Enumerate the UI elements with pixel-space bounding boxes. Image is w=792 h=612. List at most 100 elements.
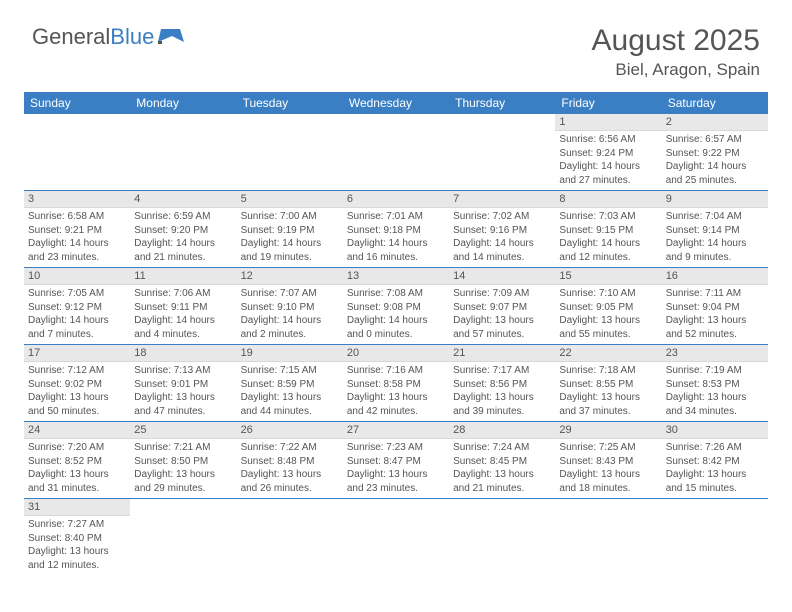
calendar-cell: 28Sunrise: 7:24 AMSunset: 8:45 PMDayligh… (449, 422, 555, 499)
day-details: Sunrise: 7:08 AMSunset: 9:08 PMDaylight:… (343, 285, 449, 344)
day-details: Sunrise: 7:00 AMSunset: 9:19 PMDaylight:… (237, 208, 343, 267)
day-details: Sunrise: 6:57 AMSunset: 9:22 PMDaylight:… (662, 131, 768, 190)
day-details: Sunrise: 6:56 AMSunset: 9:24 PMDaylight:… (555, 131, 661, 190)
calendar-cell: 23Sunrise: 7:19 AMSunset: 8:53 PMDayligh… (662, 345, 768, 422)
day-details: Sunrise: 7:18 AMSunset: 8:55 PMDaylight:… (555, 362, 661, 421)
day-details: Sunrise: 7:06 AMSunset: 9:11 PMDaylight:… (130, 285, 236, 344)
weekday-header: Wednesday (343, 92, 449, 114)
calendar-cell: 17Sunrise: 7:12 AMSunset: 9:02 PMDayligh… (24, 345, 130, 422)
calendar-cell: 11Sunrise: 7:06 AMSunset: 9:11 PMDayligh… (130, 268, 236, 345)
day-details: Sunrise: 7:27 AMSunset: 8:40 PMDaylight:… (24, 516, 130, 575)
day-number: 20 (343, 345, 449, 362)
day-number: 31 (24, 499, 130, 516)
day-details: Sunrise: 7:17 AMSunset: 8:56 PMDaylight:… (449, 362, 555, 421)
day-details: Sunrise: 7:19 AMSunset: 8:53 PMDaylight:… (662, 362, 768, 421)
flag-icon (158, 24, 184, 50)
day-number: 8 (555, 191, 661, 208)
day-number: 12 (237, 268, 343, 285)
location: Biel, Aragon, Spain (592, 60, 760, 80)
calendar-row: 10Sunrise: 7:05 AMSunset: 9:12 PMDayligh… (24, 268, 768, 345)
day-number: 2 (662, 114, 768, 131)
calendar-cell (343, 114, 449, 191)
weekday-header: Saturday (662, 92, 768, 114)
calendar-cell: 21Sunrise: 7:17 AMSunset: 8:56 PMDayligh… (449, 345, 555, 422)
day-number: 23 (662, 345, 768, 362)
weekday-header: Friday (555, 92, 661, 114)
day-number: 21 (449, 345, 555, 362)
weekday-header: Thursday (449, 92, 555, 114)
day-details: Sunrise: 7:03 AMSunset: 9:15 PMDaylight:… (555, 208, 661, 267)
calendar-cell (555, 499, 661, 576)
month-title: August 2025 (592, 24, 760, 58)
calendar-cell: 31Sunrise: 7:27 AMSunset: 8:40 PMDayligh… (24, 499, 130, 576)
day-number: 1 (555, 114, 661, 131)
calendar-cell: 22Sunrise: 7:18 AMSunset: 8:55 PMDayligh… (555, 345, 661, 422)
calendar-row: 1Sunrise: 6:56 AMSunset: 9:24 PMDaylight… (24, 114, 768, 191)
day-details: Sunrise: 7:15 AMSunset: 8:59 PMDaylight:… (237, 362, 343, 421)
calendar-cell: 3Sunrise: 6:58 AMSunset: 9:21 PMDaylight… (24, 191, 130, 268)
day-number: 3 (24, 191, 130, 208)
day-number: 22 (555, 345, 661, 362)
day-details: Sunrise: 7:07 AMSunset: 9:10 PMDaylight:… (237, 285, 343, 344)
calendar-cell: 15Sunrise: 7:10 AMSunset: 9:05 PMDayligh… (555, 268, 661, 345)
day-number: 25 (130, 422, 236, 439)
day-number: 17 (24, 345, 130, 362)
weekday-header-row: SundayMondayTuesdayWednesdayThursdayFrid… (24, 92, 768, 114)
day-details: Sunrise: 7:09 AMSunset: 9:07 PMDaylight:… (449, 285, 555, 344)
day-number: 13 (343, 268, 449, 285)
header: GeneralBlue August 2025 Biel, Aragon, Sp… (0, 0, 792, 88)
calendar-cell: 14Sunrise: 7:09 AMSunset: 9:07 PMDayligh… (449, 268, 555, 345)
calendar-cell: 9Sunrise: 7:04 AMSunset: 9:14 PMDaylight… (662, 191, 768, 268)
calendar-row: 24Sunrise: 7:20 AMSunset: 8:52 PMDayligh… (24, 422, 768, 499)
day-number: 28 (449, 422, 555, 439)
calendar-row: 3Sunrise: 6:58 AMSunset: 9:21 PMDaylight… (24, 191, 768, 268)
calendar-cell: 5Sunrise: 7:00 AMSunset: 9:19 PMDaylight… (237, 191, 343, 268)
day-details: Sunrise: 7:04 AMSunset: 9:14 PMDaylight:… (662, 208, 768, 267)
day-number: 24 (24, 422, 130, 439)
day-number: 7 (449, 191, 555, 208)
day-number: 19 (237, 345, 343, 362)
weekday-header: Sunday (24, 92, 130, 114)
title-block: August 2025 Biel, Aragon, Spain (592, 24, 760, 80)
logo-text-blue: Blue (110, 24, 154, 50)
calendar-cell: 1Sunrise: 6:56 AMSunset: 9:24 PMDaylight… (555, 114, 661, 191)
day-number: 29 (555, 422, 661, 439)
calendar-cell: 24Sunrise: 7:20 AMSunset: 8:52 PMDayligh… (24, 422, 130, 499)
day-number: 9 (662, 191, 768, 208)
day-details: Sunrise: 7:20 AMSunset: 8:52 PMDaylight:… (24, 439, 130, 498)
day-details: Sunrise: 7:11 AMSunset: 9:04 PMDaylight:… (662, 285, 768, 344)
calendar-table: SundayMondayTuesdayWednesdayThursdayFrid… (24, 92, 768, 575)
weekday-header: Monday (130, 92, 236, 114)
calendar-cell: 19Sunrise: 7:15 AMSunset: 8:59 PMDayligh… (237, 345, 343, 422)
day-details: Sunrise: 7:05 AMSunset: 9:12 PMDaylight:… (24, 285, 130, 344)
calendar-cell (130, 114, 236, 191)
calendar-body: 1Sunrise: 6:56 AMSunset: 9:24 PMDaylight… (24, 114, 768, 575)
calendar-cell (343, 499, 449, 576)
day-number: 27 (343, 422, 449, 439)
day-number: 18 (130, 345, 236, 362)
day-details: Sunrise: 7:13 AMSunset: 9:01 PMDaylight:… (130, 362, 236, 421)
calendar-row: 31Sunrise: 7:27 AMSunset: 8:40 PMDayligh… (24, 499, 768, 576)
calendar-cell: 10Sunrise: 7:05 AMSunset: 9:12 PMDayligh… (24, 268, 130, 345)
calendar-cell: 12Sunrise: 7:07 AMSunset: 9:10 PMDayligh… (237, 268, 343, 345)
calendar-cell: 6Sunrise: 7:01 AMSunset: 9:18 PMDaylight… (343, 191, 449, 268)
day-number: 30 (662, 422, 768, 439)
calendar-cell: 20Sunrise: 7:16 AMSunset: 8:58 PMDayligh… (343, 345, 449, 422)
day-details: Sunrise: 7:12 AMSunset: 9:02 PMDaylight:… (24, 362, 130, 421)
day-details: Sunrise: 7:10 AMSunset: 9:05 PMDaylight:… (555, 285, 661, 344)
day-number: 4 (130, 191, 236, 208)
day-details: Sunrise: 6:59 AMSunset: 9:20 PMDaylight:… (130, 208, 236, 267)
calendar-cell: 26Sunrise: 7:22 AMSunset: 8:48 PMDayligh… (237, 422, 343, 499)
day-details: Sunrise: 6:58 AMSunset: 9:21 PMDaylight:… (24, 208, 130, 267)
day-details: Sunrise: 7:25 AMSunset: 8:43 PMDaylight:… (555, 439, 661, 498)
calendar-cell: 2Sunrise: 6:57 AMSunset: 9:22 PMDaylight… (662, 114, 768, 191)
calendar-cell: 13Sunrise: 7:08 AMSunset: 9:08 PMDayligh… (343, 268, 449, 345)
day-details: Sunrise: 7:21 AMSunset: 8:50 PMDaylight:… (130, 439, 236, 498)
day-number: 6 (343, 191, 449, 208)
calendar-cell (24, 114, 130, 191)
calendar-cell: 18Sunrise: 7:13 AMSunset: 9:01 PMDayligh… (130, 345, 236, 422)
day-details: Sunrise: 7:16 AMSunset: 8:58 PMDaylight:… (343, 362, 449, 421)
calendar-cell: 8Sunrise: 7:03 AMSunset: 9:15 PMDaylight… (555, 191, 661, 268)
day-number: 14 (449, 268, 555, 285)
calendar-row: 17Sunrise: 7:12 AMSunset: 9:02 PMDayligh… (24, 345, 768, 422)
